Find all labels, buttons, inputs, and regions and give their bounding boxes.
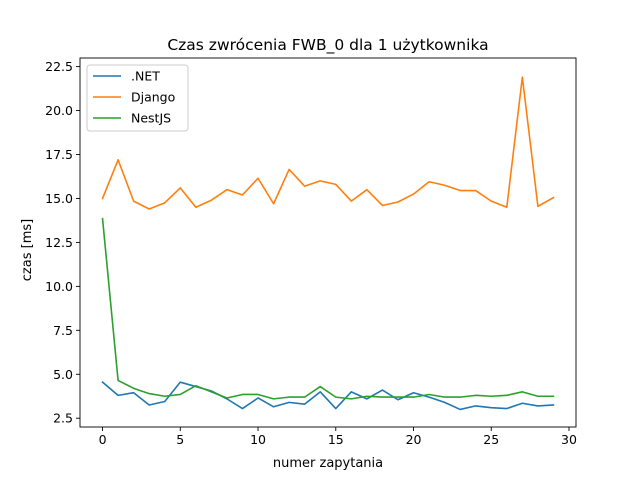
y-tick-label: 22.5 — [45, 59, 73, 74]
legend-label-net: .NET — [131, 69, 160, 84]
series-line-nestjs — [101, 217, 555, 400]
series-line-net — [101, 381, 555, 411]
x-tick-label: 30 — [561, 432, 577, 447]
legend-box — [86, 64, 189, 132]
y-axis-label: czas [ms] — [20, 219, 35, 281]
y-tick-label: 2.5 — [53, 411, 73, 426]
series-line-django — [101, 76, 555, 210]
y-tick-label: 10.0 — [45, 279, 73, 294]
y-tick-label: 15.0 — [45, 191, 73, 206]
y-tick-label: 20.0 — [45, 103, 73, 118]
chart-title: Czas zwrócenia FWB_0 dla 1 użytkownika — [167, 36, 488, 55]
legend: .NET Django NestJS — [86, 64, 189, 132]
y-tick-label: 5.0 — [53, 367, 73, 382]
x-tick-label: 0 — [99, 432, 107, 447]
legend-label-django: Django — [131, 90, 175, 105]
x-tick-label: 20 — [406, 432, 422, 447]
y-tick-label: 12.5 — [45, 235, 73, 250]
legend-label-nestjs: NestJS — [131, 111, 171, 126]
x-axis-label: numer zapytania — [273, 456, 383, 471]
x-axis: 0 5 10 15 20 25 30 — [99, 427, 577, 447]
y-tick-label: 17.5 — [45, 147, 73, 162]
x-tick-label: 5 — [176, 432, 184, 447]
y-axis: 2.5 5.0 7.5 10.0 12.5 15.0 17.5 20.0 22.5 — [45, 59, 80, 426]
x-tick-label: 15 — [328, 432, 344, 447]
x-tick-label: 25 — [483, 432, 499, 447]
y-tick-label: 7.5 — [53, 323, 73, 338]
x-tick-label: 10 — [250, 432, 266, 447]
